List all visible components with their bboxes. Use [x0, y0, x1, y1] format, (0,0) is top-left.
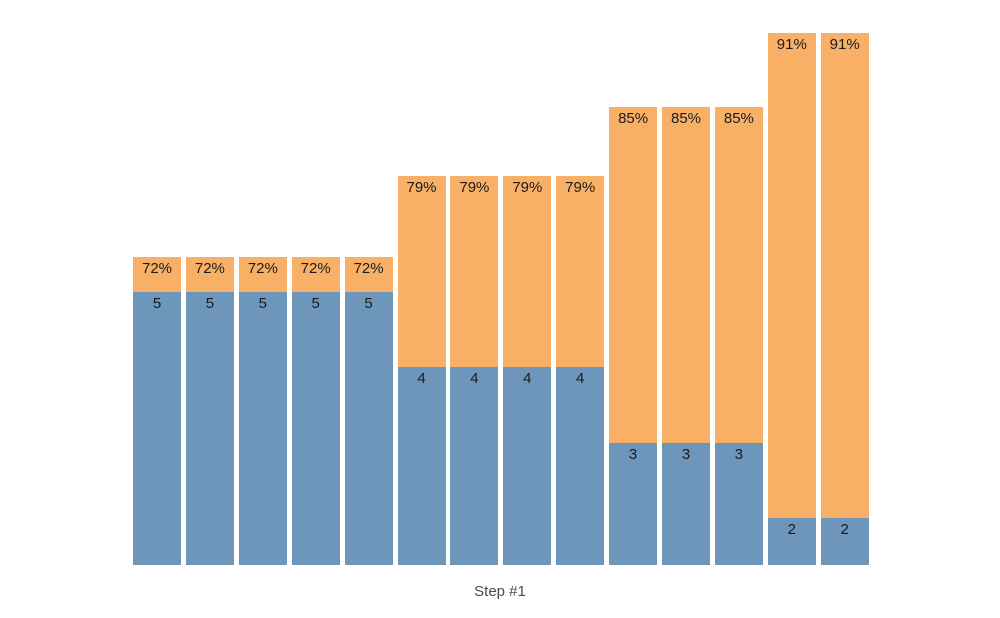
bar: 91% 2	[767, 33, 816, 565]
bar-top-segment	[185, 257, 234, 292]
bar: 91% 2	[820, 33, 869, 565]
bar-percent-label: 79%	[459, 179, 490, 196]
bar-top-segment	[133, 257, 181, 292]
bar-top-segment	[344, 257, 393, 292]
bar-top-segment	[820, 33, 869, 518]
bar-count-label: 5	[205, 295, 215, 312]
bar-top-segment	[767, 33, 816, 518]
bar: 79% 4	[503, 176, 552, 565]
bar-count-label: 4	[576, 370, 585, 387]
bar-count-label: 5	[258, 295, 267, 312]
bar-bottom-segment	[450, 367, 499, 565]
bar-top-segment	[662, 107, 710, 443]
bar-top-segment	[556, 176, 605, 367]
x-axis-label: Step #1	[474, 583, 526, 600]
bar: 79% 4	[397, 176, 446, 565]
bar-count-label: 3	[628, 446, 638, 463]
bar-bottom-segment	[503, 367, 552, 565]
bar-count-label: 4	[417, 370, 426, 387]
bar-bottom-segment	[662, 443, 710, 565]
bar-top-segment	[238, 257, 287, 292]
bar: 79% 4	[556, 176, 605, 565]
bar-count-label: 4	[470, 370, 479, 387]
bar-bottom-segment	[820, 518, 869, 565]
bar-percent-label: 79%	[512, 179, 543, 196]
bar-bottom-segment	[714, 443, 763, 565]
bar-bottom-segment	[609, 443, 658, 565]
bar-top-segment	[397, 176, 446, 367]
bar-percent-label: 72%	[247, 260, 278, 277]
bar-percent-label: 79%	[406, 179, 437, 196]
bar: 72% 5	[133, 257, 181, 565]
bar-count-label: 2	[787, 521, 796, 538]
bar-count-label: 5	[152, 295, 162, 312]
bar: 72% 5	[185, 257, 234, 565]
bar-top-segment	[291, 257, 340, 292]
bar: 85% 3	[609, 107, 658, 565]
bar-bottom-segment	[291, 292, 340, 565]
bar-percent-label: 85%	[618, 110, 649, 127]
bar-percent-label: 72%	[194, 260, 225, 277]
bar: 79% 4	[450, 176, 499, 565]
bar-count-label: 3	[681, 446, 691, 463]
bar-percent-label: 91%	[776, 36, 807, 53]
bar-bottom-segment	[556, 367, 605, 565]
bar-top-segment	[503, 176, 552, 367]
bar-percent-label: 72%	[300, 260, 331, 277]
bar-top-segment	[609, 107, 658, 443]
bar-bottom-segment	[238, 292, 287, 565]
bar-bottom-segment	[344, 292, 393, 565]
bar: 72% 5	[344, 257, 393, 565]
bar: 85% 3	[662, 107, 710, 565]
bar-percent-label: 72%	[353, 260, 384, 277]
bar-percent-label: 91%	[829, 36, 860, 53]
bar-count-label: 5	[311, 295, 320, 312]
bar-count-label: 4	[523, 370, 532, 387]
bar-count-label: 3	[734, 446, 744, 463]
bar-bottom-segment	[185, 292, 234, 565]
bar: 72% 5	[291, 257, 340, 565]
bar-percent-label: 85%	[670, 110, 702, 127]
bar-bottom-segment	[133, 292, 181, 565]
bar: 72% 5	[238, 257, 287, 565]
bar-percent-label: 85%	[723, 110, 754, 127]
bar-top-segment	[714, 107, 763, 443]
bar-count-label: 2	[840, 521, 849, 538]
bar-percent-label: 79%	[565, 179, 596, 196]
bar-bottom-segment	[767, 518, 816, 565]
bar-bottom-segment	[397, 367, 446, 565]
bar: 85% 3	[714, 107, 763, 565]
bar-percent-label: 72%	[141, 260, 173, 277]
bar-top-segment	[450, 176, 499, 367]
bar-count-label: 5	[364, 295, 373, 312]
